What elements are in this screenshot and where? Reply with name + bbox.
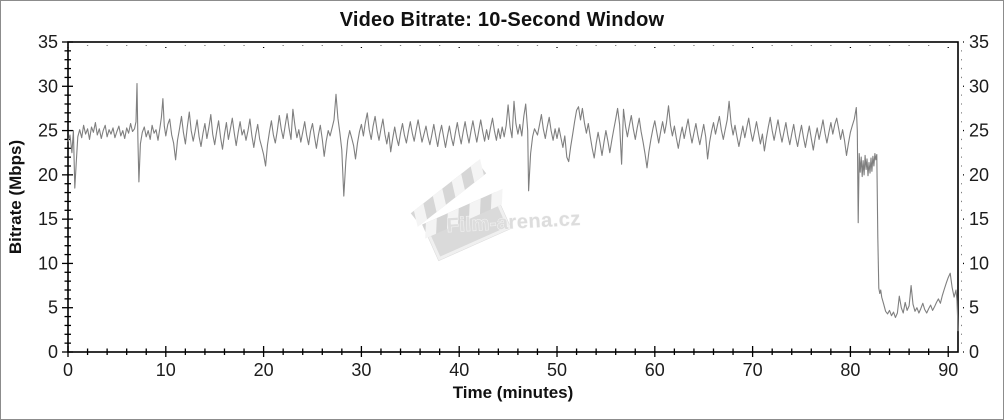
y-tick-label-left: 35 — [38, 32, 58, 52]
y-axis-label: Bitrate (Mbps) — [6, 140, 25, 254]
x-tick-label: 0 — [63, 360, 73, 380]
y-tick-label-right: 30 — [969, 76, 989, 96]
y-tick-label-left: 10 — [38, 253, 58, 273]
x-tick-label: 20 — [254, 360, 274, 380]
x-tick-label: 30 — [351, 360, 371, 380]
x-tick-label: 60 — [645, 360, 665, 380]
clapperboard-icon — [410, 159, 512, 262]
y-tick-label-left: 15 — [38, 209, 58, 229]
x-tick-label: 70 — [743, 360, 763, 380]
y-tick-label-right: 5 — [969, 298, 979, 318]
y-tick-label-left: 0 — [48, 342, 58, 362]
y-tick-label-right: 25 — [969, 121, 989, 141]
y-tick-label-left: 30 — [38, 76, 58, 96]
bitrate-series-line — [67, 83, 959, 332]
plot-frame — [67, 41, 959, 353]
y-tick-label-right: 15 — [969, 209, 989, 229]
y-tick-label-left: 20 — [38, 165, 58, 185]
y-tick-label-left: 25 — [38, 121, 58, 141]
watermark: Film-arena.cz — [410, 159, 582, 262]
x-tick-label: 50 — [547, 360, 567, 380]
chart-title: Video Bitrate: 10-Second Window — [339, 9, 665, 31]
y-tick-label-right: 35 — [969, 32, 989, 52]
x-tick-label: 80 — [840, 360, 860, 380]
y-tick-label-left: 5 — [48, 298, 58, 318]
x-tick-label: 90 — [938, 360, 958, 380]
x-axis-label: Time (minutes) — [453, 383, 574, 402]
x-tick-label: 40 — [449, 360, 469, 380]
y-tick-label-right: 10 — [969, 253, 989, 273]
y-tick-label-right: 20 — [969, 165, 989, 185]
y-tick-label-right: 0 — [969, 342, 979, 362]
x-tick-label: 10 — [156, 360, 176, 380]
